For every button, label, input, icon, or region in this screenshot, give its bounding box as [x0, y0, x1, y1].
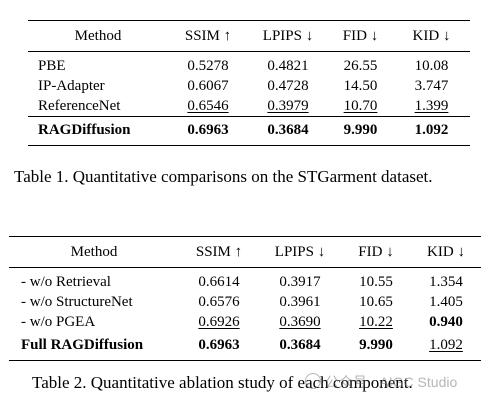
table-2-cell: 10.65 — [359, 294, 393, 310]
table-1-cell-bold: 0.6963 — [168, 116, 248, 146]
table-1-header-kid: KID ↓ — [393, 20, 470, 52]
table-1-caption: Table 1. Quantitative comparisons on the… — [14, 167, 433, 186]
table-1-final-row: RAGDiffusion 0.6963 0.3684 9.990 1.092 — [28, 116, 470, 146]
table-1: Method SSIM ↑ LPIPS ↓ FID ↓ KID ↓ PBE 0.… — [28, 20, 470, 146]
table-row: - w/o Retrieval 0.6614 0.3917 10.55 1.35… — [9, 268, 481, 293]
table-1-header-ssim: SSIM ↑ — [168, 20, 248, 52]
table-1-cell-underlined: 10.70 — [343, 98, 378, 114]
table-2-cell-underlined: 0.6926 — [198, 314, 240, 330]
table-2-cell-bold: 0.6963 — [179, 332, 259, 361]
table-1-cell-underlined: 0.3979 — [267, 98, 309, 114]
table-2-cell: 10.55 — [359, 274, 393, 290]
table-2: Method SSIM ↑ LPIPS ↓ FID ↓ KID ↓ - w/o … — [9, 236, 481, 361]
table-1-cell-bold: 1.092 — [393, 116, 470, 146]
table-row: ReferenceNet 0.6546 0.3979 10.70 1.399 — [28, 96, 470, 117]
table-2-cell-underlined: 1.092 — [429, 337, 463, 353]
table-1-cell-bold: 0.3684 — [248, 116, 328, 146]
table-1-cell-bold: RAGDiffusion — [28, 116, 168, 146]
table-1-cell: 0.4728 — [267, 78, 309, 94]
table-1-cell-bold: 9.990 — [328, 116, 393, 146]
table-2-cell-underlined: 0.3690 — [279, 314, 321, 330]
table-2-cell: - w/o Retrieval — [21, 274, 111, 290]
table-row: - w/o StructureNet 0.6576 0.3961 10.65 1… — [9, 292, 481, 312]
table-2-cell-bold: Full RAGDiffusion — [9, 332, 179, 361]
table-2-header-lpips: LPIPS ↓ — [259, 236, 341, 268]
table-1-header-method: Method — [28, 20, 168, 52]
watermark: 公众号 · AIGC Studio — [305, 372, 457, 392]
table-1-cell-underlined: 1.399 — [414, 98, 449, 114]
table-2-cell: 0.6576 — [198, 294, 240, 310]
table-1-cell: PBE — [38, 58, 66, 74]
table-1-header-row: Method SSIM ↑ LPIPS ↓ FID ↓ KID ↓ — [28, 20, 470, 52]
table-1-header-fid: FID ↓ — [328, 20, 393, 52]
table-2-cell-bold: 0.940 — [429, 314, 463, 330]
table-1-cell-underlined: 0.6546 — [187, 98, 229, 114]
table-2-cell: 1.405 — [429, 294, 463, 310]
table-2-cell-underlined: 10.22 — [359, 314, 393, 330]
table-2-final-row: Full RAGDiffusion 0.6963 0.3684 9.990 1.… — [9, 332, 481, 361]
table-1-cell: 0.5278 — [187, 58, 229, 74]
table-2-header-method: Method — [9, 236, 179, 268]
table-1-cell: IP-Adapter — [38, 78, 105, 94]
table-1-cell: 26.55 — [343, 58, 378, 74]
table-1-cell: 0.4821 — [267, 58, 309, 74]
table-2-cell-bold: 0.3684 — [259, 332, 341, 361]
table-row: - w/o PGEA 0.6926 0.3690 10.22 0.940 — [9, 312, 481, 332]
table-2-cell: 0.3917 — [279, 274, 321, 290]
wechat-icon — [305, 373, 321, 389]
table-2-header-row: Method SSIM ↑ LPIPS ↓ FID ↓ KID ↓ — [9, 236, 481, 268]
table-2-header-ssim: SSIM ↑ — [179, 236, 259, 268]
table-1-cell: 3.747 — [414, 78, 449, 94]
table-1-header-lpips: LPIPS ↓ — [248, 20, 328, 52]
table-2-cell: 1.354 — [429, 274, 463, 290]
table-2-cell: 0.3961 — [279, 294, 321, 310]
table-1-cell: 10.08 — [414, 58, 449, 74]
table-1-cell: 0.6067 — [187, 78, 229, 94]
table-2-cell: - w/o PGEA — [21, 314, 96, 330]
watermark-text: 公众号 · AIGC Studio — [325, 374, 458, 390]
table-row: IP-Adapter 0.6067 0.4728 14.50 3.747 — [28, 76, 470, 96]
table-1-cell: 14.50 — [343, 78, 378, 94]
table-2-cell: - w/o StructureNet — [21, 294, 133, 310]
table-2-cell-bold: 9.990 — [341, 332, 411, 361]
table-1-cell: ReferenceNet — [38, 98, 121, 114]
table-2-header-fid: FID ↓ — [341, 236, 411, 268]
table-2-cell: 0.6614 — [198, 274, 240, 290]
table-2-header-kid: KID ↓ — [411, 236, 481, 268]
table-row: PBE 0.5278 0.4821 26.55 10.08 — [28, 52, 470, 77]
